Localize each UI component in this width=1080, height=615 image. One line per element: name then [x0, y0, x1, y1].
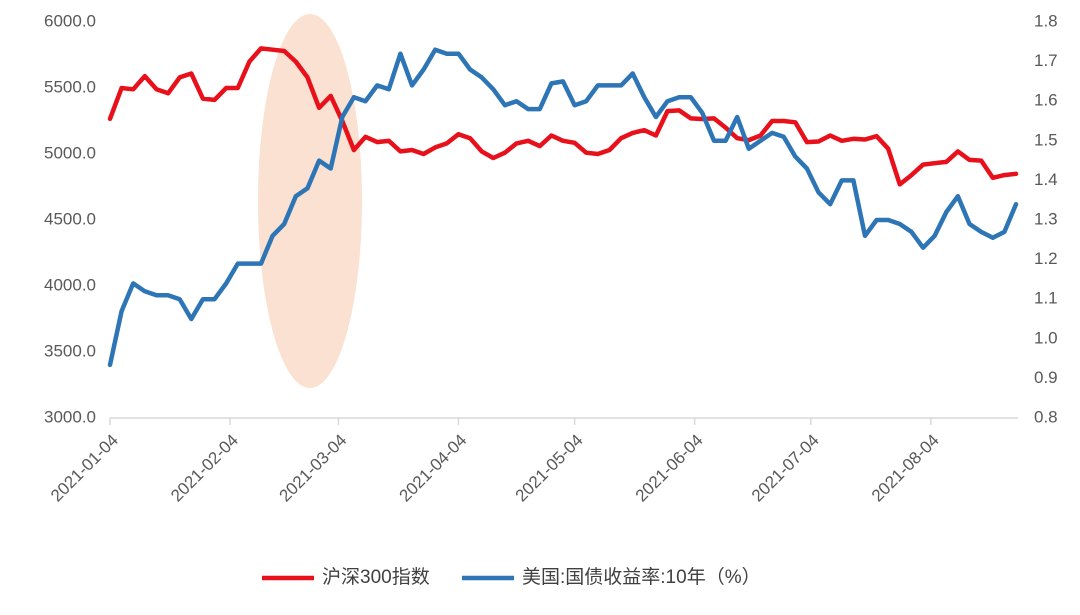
- x-tick-label: 2021-06-04: [632, 431, 707, 506]
- highlight-ellipse: [258, 14, 362, 388]
- y2-tick-label: 1.8: [1034, 11, 1058, 30]
- y-tick-label: 3000.0: [44, 407, 96, 426]
- y2-tick-label: 1.4: [1034, 170, 1058, 189]
- series-line: [107, 46, 1019, 187]
- y-tick-label: 4000.0: [44, 275, 96, 294]
- y2-tick-label: 1.6: [1034, 91, 1058, 110]
- x-tick-label: 2021-01-04: [47, 431, 122, 506]
- legend-label: 美国:国债收益率:10年（%）: [522, 566, 761, 588]
- y2-tick-label: 1.5: [1034, 130, 1058, 149]
- y2-tick-label: 1.3: [1034, 209, 1058, 228]
- series-line: [107, 47, 1019, 368]
- x-tick-label: 2021-08-04: [868, 431, 943, 506]
- y2-tick-label: 1.1: [1034, 289, 1058, 308]
- y2-tick-label: 0.9: [1034, 368, 1058, 387]
- y-tick-label: 5500.0: [44, 77, 96, 96]
- x-tick-label: 2021-03-04: [276, 431, 351, 506]
- y-tick-label: 6000.0: [44, 11, 96, 30]
- x-tick-label: 2021-07-04: [748, 431, 823, 506]
- y-tick-label: 5000.0: [44, 143, 96, 162]
- y2-tick-label: 1.0: [1034, 328, 1058, 347]
- y2-tick-label: 1.2: [1034, 249, 1058, 268]
- x-tick-label: 2021-04-04: [396, 431, 471, 506]
- legend: 沪深300指数 美国:国债收益率:10年（%）: [262, 566, 761, 588]
- x-tick-label: 2021-02-04: [167, 431, 242, 506]
- plot-area: [107, 46, 1019, 368]
- legend-label: 沪深300指数: [322, 566, 430, 588]
- y2-tick-label: 1.7: [1034, 51, 1058, 70]
- y2-tick-label: 0.8: [1034, 407, 1058, 426]
- y-tick-label: 3500.0: [44, 341, 96, 360]
- x-tick-label: 2021-05-04: [512, 431, 587, 506]
- y-tick-label: 4500.0: [44, 209, 96, 228]
